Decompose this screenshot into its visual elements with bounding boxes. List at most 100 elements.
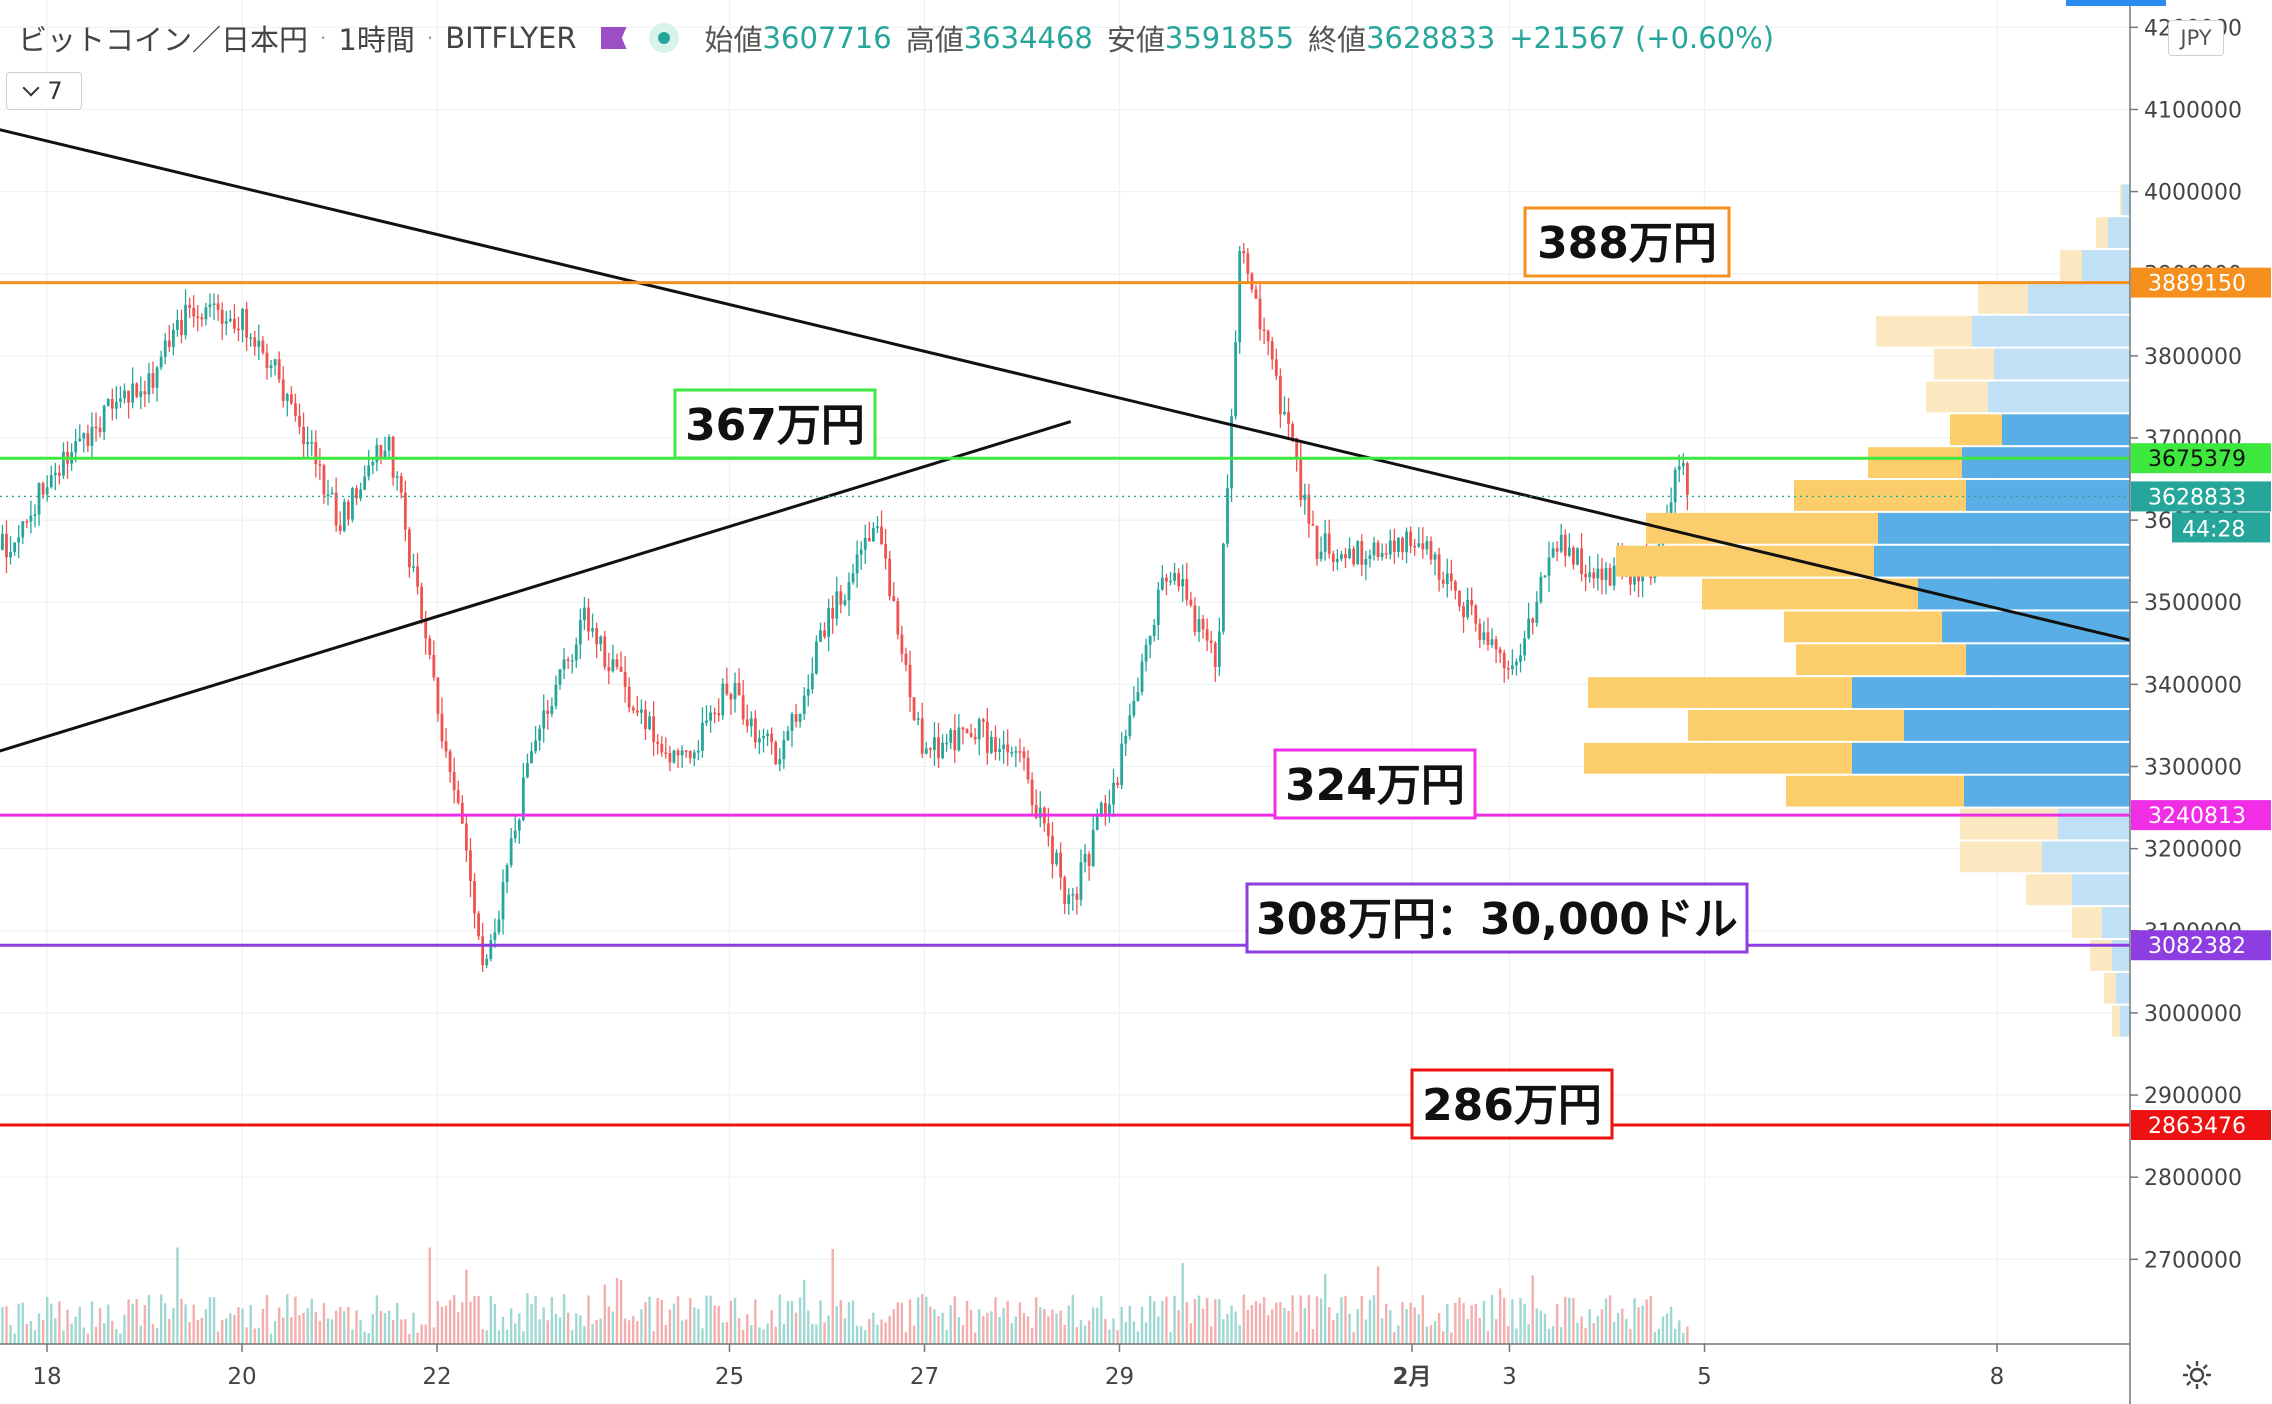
volume-profile-up — [1966, 480, 2130, 511]
volume-bar — [1055, 1313, 1058, 1344]
exchange-label[interactable]: BITFLYER — [445, 21, 577, 55]
candle-body — [644, 709, 647, 729]
volume-bar — [1564, 1296, 1567, 1344]
candle-body — [806, 689, 810, 696]
volume-bar — [225, 1318, 228, 1344]
volume-bar — [347, 1306, 350, 1344]
volume-bar — [330, 1319, 334, 1344]
candle-body — [355, 488, 358, 499]
volume-bar — [880, 1319, 883, 1344]
candle-body — [1132, 701, 1136, 716]
gear-icon[interactable] — [2180, 1358, 2214, 1392]
volume-bar — [1238, 1324, 1241, 1344]
volume-bar — [827, 1315, 830, 1344]
volume-bar — [1185, 1301, 1188, 1344]
volume-bar — [318, 1320, 322, 1344]
market-status-icon[interactable] — [648, 23, 679, 53]
candle-body — [1201, 618, 1205, 630]
volume-bar — [721, 1322, 724, 1344]
candle-body — [265, 352, 269, 369]
volume-bar — [750, 1325, 753, 1344]
volume-bar — [1242, 1294, 1245, 1344]
candle-body — [1547, 557, 1551, 576]
candle-body — [774, 742, 778, 765]
candle-body — [1388, 540, 1392, 555]
indicators-toggle-button[interactable]: 7 — [6, 72, 82, 110]
candle-body — [1335, 559, 1339, 563]
volume-bar — [5, 1306, 8, 1344]
trendlines — [0, 128, 2144, 753]
candle-body — [1144, 644, 1148, 662]
chevron-down-icon — [22, 79, 40, 97]
candle-body — [924, 748, 928, 754]
candle-body — [1458, 590, 1461, 607]
volume-bar — [709, 1295, 712, 1344]
candle-body — [1527, 618, 1531, 639]
price-level-badge — [2131, 800, 2271, 831]
candle-body — [851, 573, 855, 583]
volume-bar — [229, 1313, 232, 1344]
candle-body — [945, 742, 949, 745]
volume-profile-up — [1994, 348, 2130, 380]
volume-bar — [277, 1307, 281, 1344]
candle-body — [1380, 553, 1384, 558]
candle-body — [937, 737, 940, 759]
candle-body — [383, 450, 387, 459]
volume-bar — [1531, 1275, 1534, 1344]
volume-bar — [1478, 1317, 1482, 1344]
price-tick-label: 2900000 — [2144, 1084, 2242, 1109]
volume-bar — [1519, 1298, 1522, 1344]
candle-body — [224, 321, 228, 324]
volume-profile-up — [2028, 282, 2130, 314]
volume-bar — [168, 1319, 171, 1344]
volume-bar — [994, 1297, 997, 1344]
volume-bar — [1205, 1297, 1209, 1344]
flag-icon[interactable] — [600, 27, 627, 49]
candle-body — [888, 558, 892, 597]
volume-bar — [461, 1302, 464, 1344]
candle-body — [346, 501, 350, 520]
volume-bar — [1026, 1316, 1030, 1344]
volume-profile-up — [1966, 644, 2130, 676]
volume-bar — [1617, 1312, 1620, 1344]
candle-body — [184, 304, 187, 336]
symbol-name[interactable]: ビットコイン／日本円 — [18, 23, 309, 57]
volume-bar — [611, 1311, 615, 1344]
candle-body — [464, 823, 468, 851]
volume-profile-up — [2120, 1005, 2130, 1037]
candle-body — [1034, 805, 1038, 818]
candle-body — [1356, 541, 1360, 565]
candle-body — [1059, 852, 1063, 878]
volume-bar — [847, 1302, 851, 1344]
volume-bar — [1645, 1299, 1648, 1344]
volume-bar — [363, 1331, 366, 1344]
volume-bar — [159, 1294, 163, 1344]
candle-body — [839, 591, 843, 605]
volume-bar — [147, 1294, 151, 1344]
volume-bar — [864, 1330, 867, 1344]
candle-body — [1083, 853, 1087, 863]
candle-body — [688, 750, 692, 759]
volume-bar — [908, 1299, 912, 1344]
volume-bar — [497, 1330, 501, 1344]
candle-body — [709, 712, 712, 721]
interval-label[interactable]: 1時間 — [338, 23, 415, 57]
volume-bar — [1173, 1295, 1176, 1344]
candle-body — [212, 303, 216, 305]
candle-body — [505, 865, 509, 883]
volume-bar — [94, 1326, 98, 1344]
indicator-count: 7 — [47, 77, 63, 105]
currency-button[interactable]: JPY — [2168, 20, 2224, 56]
candle-body — [1030, 779, 1034, 806]
volume-bar — [143, 1305, 147, 1344]
candle-body — [635, 710, 639, 713]
volume-bar — [208, 1297, 212, 1344]
candle-body — [322, 465, 326, 495]
candle-body — [501, 882, 505, 920]
candle-body — [1197, 618, 1201, 633]
candle-body — [766, 733, 769, 736]
volume-bar — [623, 1318, 627, 1344]
candle-body — [1075, 893, 1079, 900]
